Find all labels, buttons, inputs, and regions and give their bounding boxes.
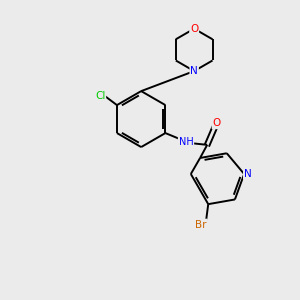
Text: O: O bbox=[190, 24, 198, 34]
Text: O: O bbox=[212, 118, 221, 128]
Text: Br: Br bbox=[195, 220, 207, 230]
Text: NH: NH bbox=[178, 137, 194, 147]
Text: Cl: Cl bbox=[95, 91, 105, 101]
Text: N: N bbox=[190, 66, 198, 76]
Text: N: N bbox=[244, 169, 252, 179]
